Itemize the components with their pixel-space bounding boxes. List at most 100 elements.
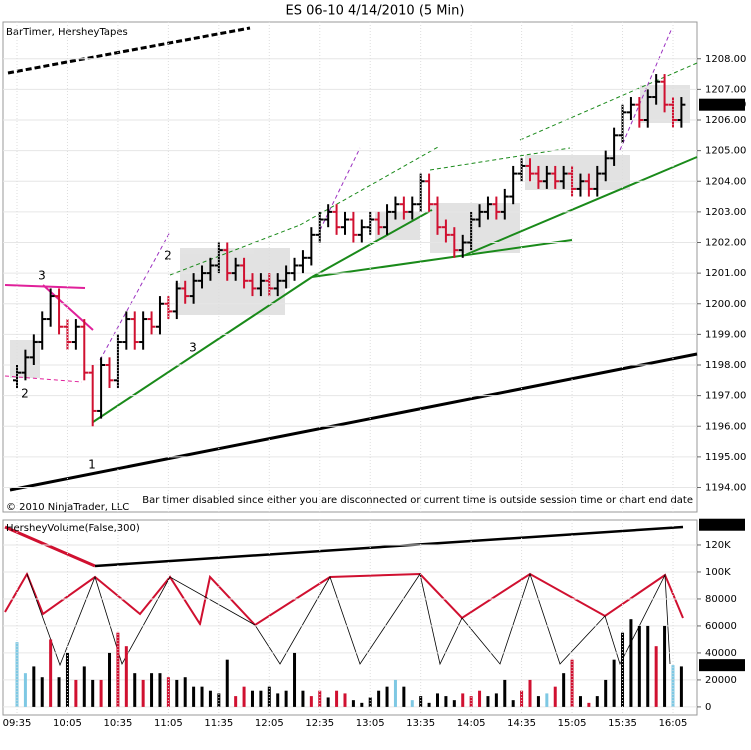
volume-bar: [208, 690, 212, 707]
volume-bar: [301, 690, 305, 707]
y-tick-label: 0: [705, 702, 711, 713]
x-tick-label: 15:35: [608, 718, 637, 729]
x-tick-label: 12:35: [305, 718, 334, 729]
trend-line: [319, 147, 361, 231]
volume-bar: [116, 632, 120, 707]
trend-line: [429, 147, 571, 171]
volume-bar: [377, 690, 381, 707]
volume-bar: [410, 700, 414, 707]
y-tick-label: 1202.00: [705, 238, 746, 249]
volume-bar: [309, 696, 313, 707]
annotation: 2: [21, 387, 29, 401]
y-tick-label: 1204.00: [705, 176, 746, 187]
volume-bar: [545, 693, 549, 707]
value-tag: [699, 98, 745, 111]
volume-bar: [267, 686, 271, 707]
volume-bar: [166, 677, 170, 707]
y-tick-label: 1207.00: [705, 84, 746, 95]
volume-bar: [200, 686, 204, 707]
x-tick-label: 13:05: [356, 718, 385, 729]
indicator-label: HersheyVolume(False,300): [6, 523, 140, 534]
volume-bar: [385, 686, 389, 707]
volume-bar: [671, 665, 675, 707]
volume-bar: [679, 666, 683, 707]
volume-bar: [570, 659, 574, 707]
y-tick-label: 1197.00: [705, 391, 746, 402]
volume-bar: [259, 690, 263, 707]
volume-bar: [234, 696, 238, 707]
trend-line: [169, 224, 301, 276]
volume-bar: [486, 696, 490, 707]
y-tick-label: 1199.00: [705, 329, 746, 340]
volume-bar: [612, 659, 616, 707]
volume-bar: [351, 700, 355, 707]
volume-bar: [293, 652, 297, 707]
volume-bar: [150, 673, 154, 707]
trend-line: [92, 276, 313, 423]
y-tick-label: 1195.00: [705, 452, 746, 463]
volume-bar: [503, 679, 507, 707]
y-tick-label: 1200.00: [705, 299, 746, 310]
volume-bar: [141, 679, 145, 707]
x-tick-label: 11:35: [204, 718, 233, 729]
volume-bar: [520, 690, 524, 707]
y-tick-label: 1205.00: [705, 146, 746, 157]
zigzag: [4, 525, 96, 568]
trend-line: [311, 209, 433, 278]
value-tag: [699, 518, 745, 531]
x-tick-label: 15:05: [558, 718, 587, 729]
volume-bar: [578, 696, 582, 707]
trend-line: [7, 26, 251, 75]
y-tick-label: 40000: [705, 648, 737, 659]
copyright: © 2010 NinjaTrader, LLC: [6, 502, 129, 513]
y-tick-label: 1203.00: [705, 207, 746, 218]
volume-bar: [82, 666, 86, 707]
value-tag-label: 135K: [705, 520, 731, 531]
volume-bar: [469, 696, 473, 707]
volume-bar: [108, 652, 112, 707]
volume-bar: [343, 693, 347, 707]
volume-bar: [124, 646, 128, 707]
x-tick-label: 09:35: [3, 718, 32, 729]
volume-bar: [158, 673, 162, 707]
y-tick-label: 1201.00: [705, 268, 746, 279]
y-tick-label: 100K: [705, 567, 731, 578]
volume-bar: [436, 693, 439, 707]
annotation: 2: [164, 249, 172, 263]
volume-bar: [183, 677, 187, 707]
volume-bar: [225, 659, 229, 707]
volume-bar: [284, 690, 288, 707]
y-tick-label: 1208.00: [705, 54, 746, 65]
volume-bar: [536, 696, 540, 707]
volume-bar: [23, 673, 27, 707]
volume-bar: [528, 679, 532, 707]
volume-bar: [192, 686, 196, 707]
volume-bar: [621, 632, 625, 707]
x-tick-label: 10:05: [53, 718, 82, 729]
y-tick-label: 1196.00: [705, 421, 746, 432]
volume-bar: [175, 679, 179, 707]
volume-bar: [40, 677, 44, 707]
zigzag: [94, 525, 684, 568]
trend-line: [311, 239, 573, 278]
y-tick-label: 60000: [705, 621, 737, 632]
y-tick-label: 20000: [705, 675, 737, 686]
volume-bar: [276, 693, 280, 707]
volume-bar: [326, 697, 330, 707]
x-tick-label: 16:05: [659, 718, 688, 729]
indicator-label: BarTimer, HersheyTapes: [6, 27, 128, 38]
volume-bar: [663, 625, 667, 707]
volume-bar: [587, 702, 591, 707]
volume-bar: [595, 696, 599, 707]
volume-bar: [335, 690, 339, 707]
annotation: 3: [38, 269, 46, 283]
volume-bar: [57, 677, 61, 707]
y-tick-label: 120K: [705, 540, 731, 551]
volume-bar: [654, 646, 658, 707]
trend-line: [299, 146, 439, 226]
volume-bar: [553, 686, 557, 707]
x-tick-label: 12:05: [255, 718, 284, 729]
volume-bar: [250, 690, 254, 707]
